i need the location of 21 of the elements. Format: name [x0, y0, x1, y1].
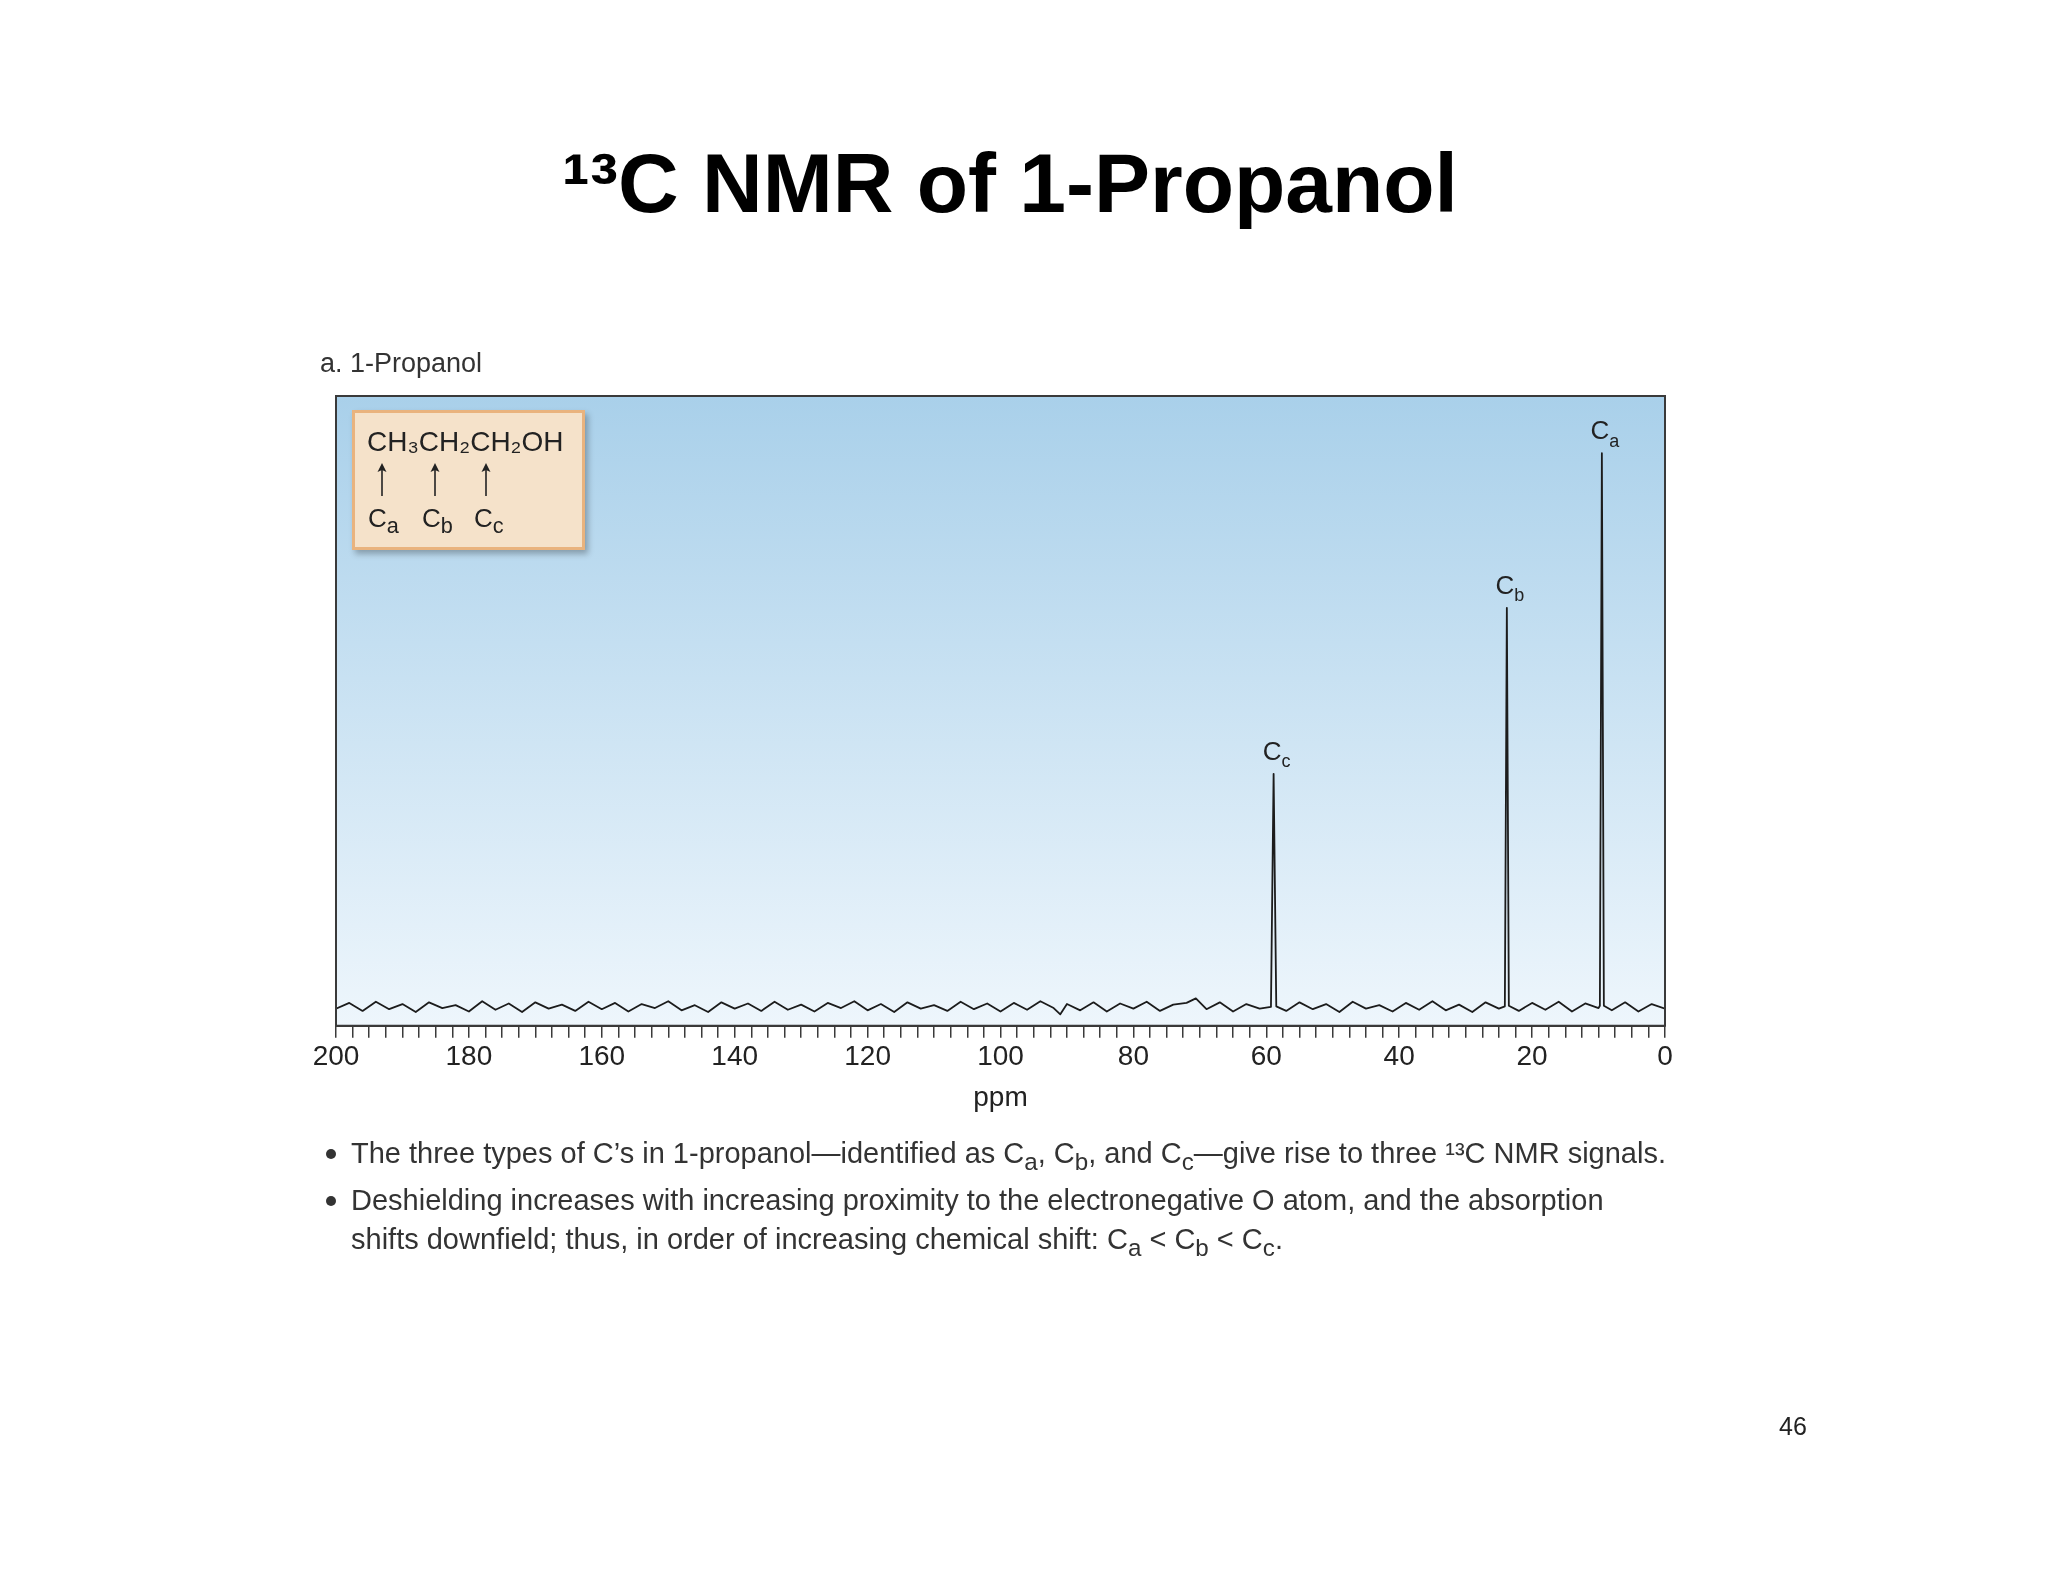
x-tick-label: 160 — [578, 1040, 626, 1072]
x-tick-label: 40 — [1383, 1040, 1415, 1072]
x-tick-label: 200 — [312, 1040, 360, 1072]
chart-title: ¹³C NMR of 1-Propanol — [561, 136, 1459, 230]
x-tick-label: 0 — [1657, 1040, 1673, 1072]
text: 46 — [1779, 1411, 1807, 1441]
text: Deshielding increases with increasing proximity to the electronegative O atom, and the absorption shifts downfield; thus, in order of increasing chemical shift: C$_{a}$ < C$_{b}$ < C$_{c}$. — [351, 1183, 1604, 1261]
x-tick-label: 60 — [1250, 1040, 1282, 1072]
text: The three types of C’s in 1-propanol—identified as C$_{a}$, C$_{b}$, and C$_{c}$—give rise to three ¹³C NMR signals. — [351, 1137, 1666, 1175]
x-tick-label: 100 — [977, 1040, 1024, 1072]
annotation: C$_{c}$ — [474, 503, 504, 541]
x-tick-label: 140 — [711, 1040, 759, 1072]
x-tick-label: 20 — [1516, 1040, 1548, 1072]
annotation: CH₃CH₂CH₂OH — [367, 426, 564, 458]
x-tick-label: 80 — [1117, 1040, 1149, 1072]
x-tick-label: 180 — [445, 1040, 493, 1072]
x-tick-label: 120 — [844, 1040, 891, 1072]
chart-subtitle: a. 1-Propanol — [320, 347, 483, 379]
annotation: C$_{b}$ — [422, 503, 453, 541]
x-axis-title: ppm — [973, 1080, 1028, 1112]
annotation: C$_{a}$ — [368, 503, 399, 541]
